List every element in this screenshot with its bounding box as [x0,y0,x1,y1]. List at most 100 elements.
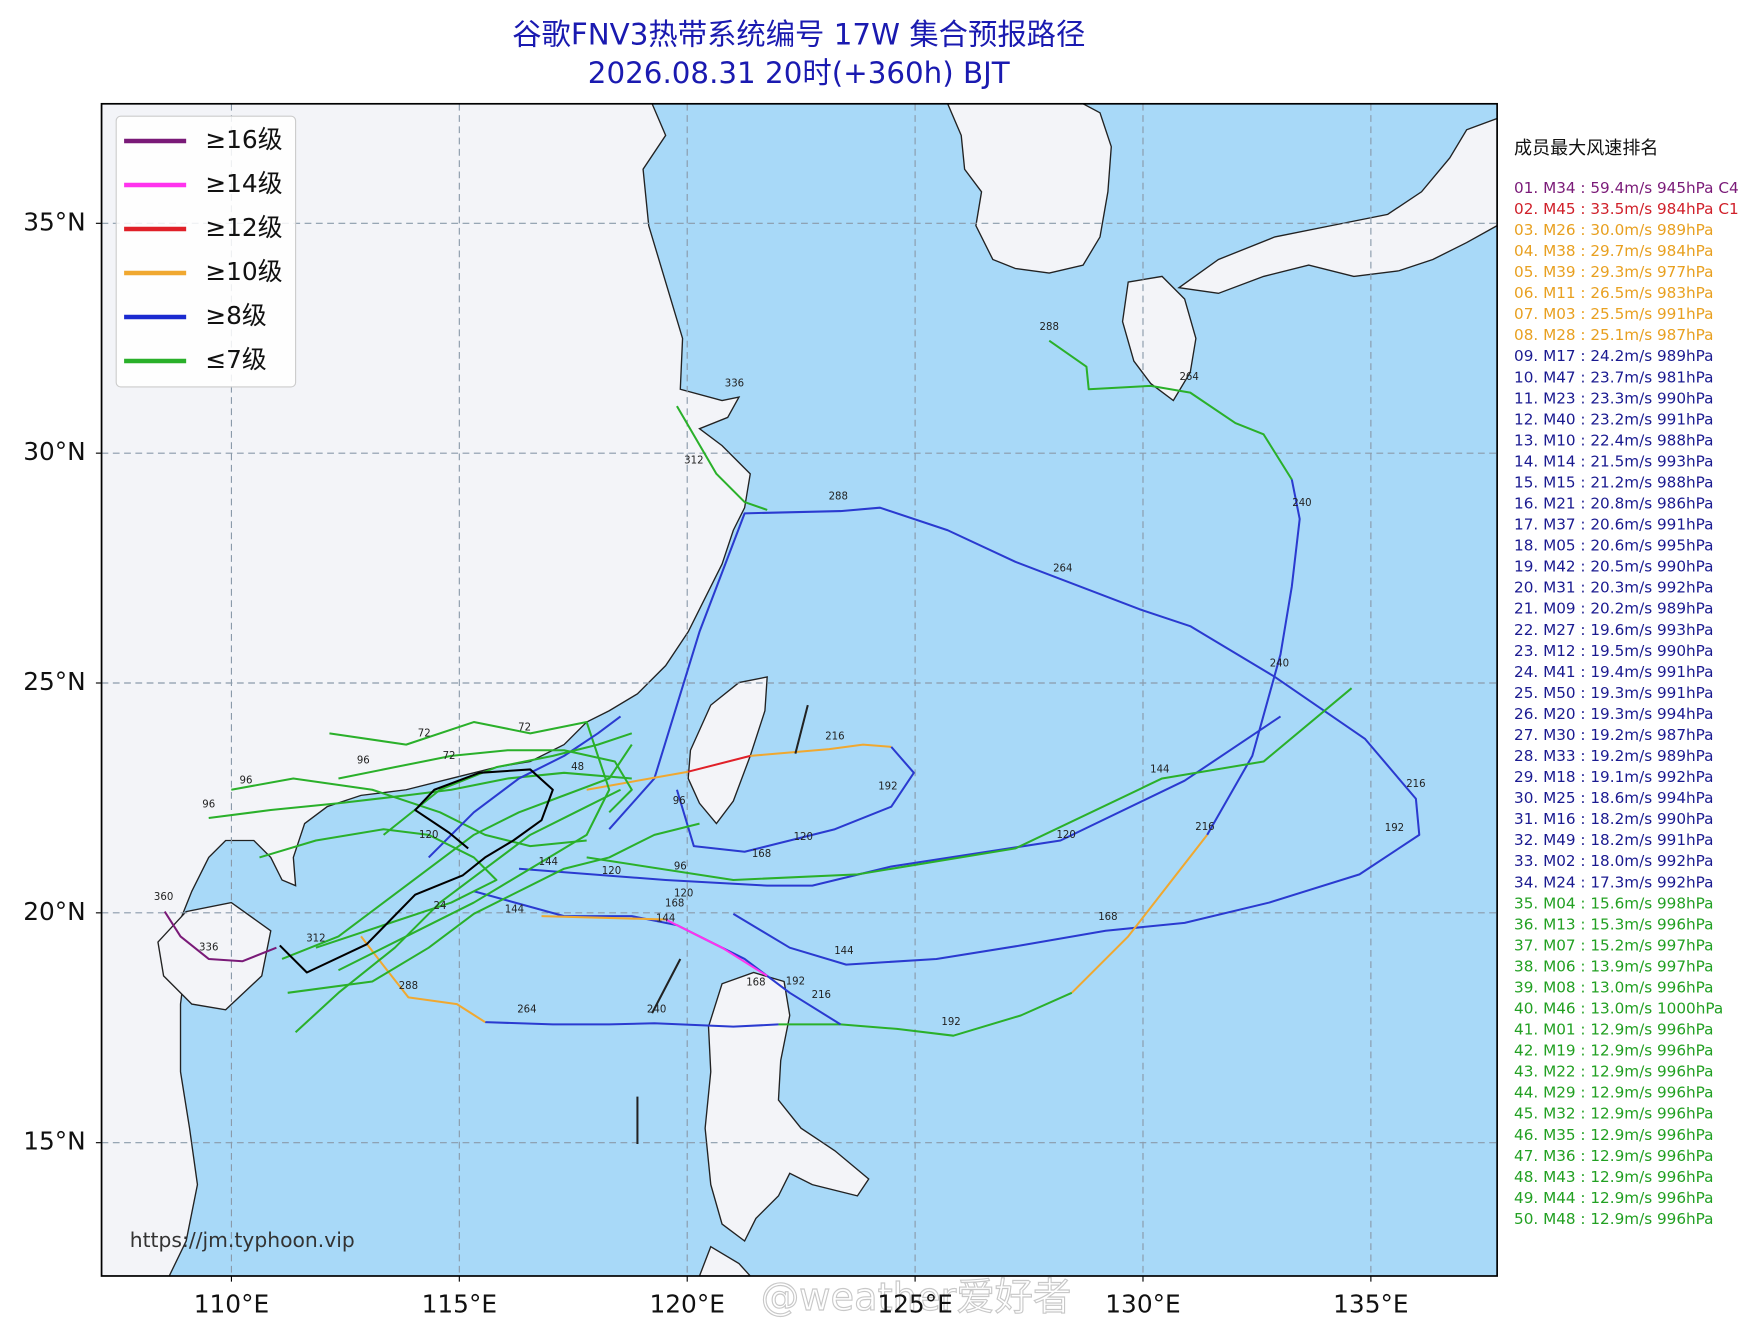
ranking-item: 06. M11 : 26.5m/s 983hPa [1514,284,1713,302]
member-track [485,1021,779,1028]
ranking-item: 45. M32 : 12.9m/s 996hPa [1514,1105,1713,1123]
hour-label: 240 [647,1005,666,1016]
ranking-item: 11. M23 : 23.3m/s 990hPa [1514,389,1713,407]
hour-label: 168 [752,849,771,860]
hour-label: 336 [725,379,744,390]
hour-label: 288 [829,491,848,502]
tracks [163,339,1421,1144]
korea [946,103,1112,274]
hour-label: 96 [239,776,252,787]
member-track [1048,339,1293,481]
hour-label: 96 [674,861,687,872]
ranking-item: 33. M02 : 18.0m/s 992hPa [1514,852,1713,870]
member-track [208,771,632,819]
x-tick-label: 120°E [649,1289,724,1318]
title: 谷歌FNV3热带系统编号 17W 集合预报路径 [512,18,1085,52]
member-track [259,828,498,949]
hour-label: 216 [825,732,844,743]
hour-label: 192 [941,1017,960,1028]
hour-label: 360 [154,892,173,903]
hour-label: 288 [399,981,418,992]
hour-label: 216 [1406,779,1425,790]
ranking-item: 31. M16 : 18.2m/s 990hPa [1514,810,1713,828]
x-tick-label: 130°E [1105,1289,1180,1318]
y-tick-label: 35°N [23,207,86,236]
hour-label: 96 [357,755,370,766]
y-tick-label: 25°N [23,667,86,696]
hour-labels: 360 336 312 312 288 288 288 264 264 264 240 240 240 2… [154,322,1426,1028]
member-track [750,743,892,757]
map-line [651,958,682,1014]
watermark: @weather爱好者 [761,1275,1072,1320]
ensemble-mean-track [279,768,554,974]
hour-label: 96 [202,799,215,810]
legend-label: ≥16级 [205,125,282,154]
hour-label: 120 [602,866,621,877]
member-track [329,721,611,972]
ranking-item: 17. M37 : 20.6m/s 991hPa [1514,516,1713,534]
member-track [428,715,622,859]
member-track [608,506,1421,966]
hour-label: 72 [418,728,431,739]
hour-label: 72 [443,751,456,762]
ranking-item: 40. M46 : 13.0m/s 1000hPa [1514,1000,1723,1018]
hour-label: 144 [1150,764,1169,775]
ranking-item: 35. M04 : 15.6m/s 998hPa [1514,894,1713,912]
hour-label: 120 [794,832,813,843]
map-area: 360 336 312 312 288 288 288 264 264 264 240 240 240 2… [101,103,1498,1276]
hour-label: 192 [1385,823,1404,834]
ranking-item: 03. M26 : 30.0m/s 989hPa [1514,221,1713,239]
y-tick-label: 15°N [23,1127,86,1156]
hour-label: 144 [539,857,558,868]
kyushu [1121,275,1197,402]
x-tick-label: 125°E [877,1289,952,1318]
ranking-item: 34. M24 : 17.3m/s 992hPa [1514,873,1713,891]
ranking-item: 30. M25 : 18.6m/s 994hPa [1514,789,1713,807]
member-track [665,918,768,977]
hour-label: 312 [306,934,325,945]
member-track [360,935,486,1024]
hour-label: 216 [1195,822,1214,833]
hour-label: 144 [656,913,675,924]
ranking-item: 05. M39 : 29.3m/s 977hPa [1514,263,1713,281]
member-track [586,687,1353,882]
hour-label: 312 [684,455,703,466]
hour-label: 72 [518,723,531,734]
hainan [157,901,272,1011]
ranking-item: 25. M50 : 19.3m/s 991hPa [1514,684,1713,702]
ranking-item: 22. M27 : 19.6m/s 993hPa [1514,621,1713,639]
hour-label: 264 [1179,372,1198,383]
hour-label: 216 [812,990,831,1001]
ranking-item: 38. M06 : 13.9m/s 997hPa [1514,957,1713,975]
source-url: https://jm.typhoon.vip [130,1228,355,1252]
mindoro [698,1245,752,1276]
x-tick-label: 115°E [422,1289,497,1318]
hour-label: 24 [434,901,447,912]
ranking-item: 37. M07 : 15.2m/s 997hPa [1514,936,1713,954]
ranking-item: 46. M35 : 12.9m/s 996hPa [1514,1126,1713,1144]
ranking-item: 15. M15 : 21.2m/s 988hPa [1514,473,1713,491]
hour-label: 168 [1098,912,1117,923]
ranking-item: 10. M47 : 23.7m/s 981hPa [1514,368,1713,386]
ranking-item: 18. M05 : 20.6m/s 995hPa [1514,537,1713,555]
member-track [675,746,915,853]
ranking-item: 47. M36 : 12.9m/s 996hPa [1514,1147,1713,1165]
member-track [586,770,689,791]
member-track [518,715,1282,887]
member-track [163,911,277,963]
hour-label: 288 [1040,322,1059,333]
hour-label: 120 [674,889,693,900]
ranking-item: 04. M38 : 29.7m/s 984hPa [1514,242,1713,260]
ranking-item: 09. M17 : 24.2m/s 989hPa [1514,347,1713,365]
hour-label: 96 [673,796,686,807]
hour-label: 192 [786,977,805,988]
y-tick-label: 20°N [23,897,86,926]
member-track [1071,834,1208,994]
member-track [541,915,666,921]
ranking-item: 13. M10 : 22.4m/s 988hPa [1514,431,1713,449]
hour-label: 240 [1270,658,1289,669]
member-track [287,822,700,994]
member-track [231,777,587,848]
